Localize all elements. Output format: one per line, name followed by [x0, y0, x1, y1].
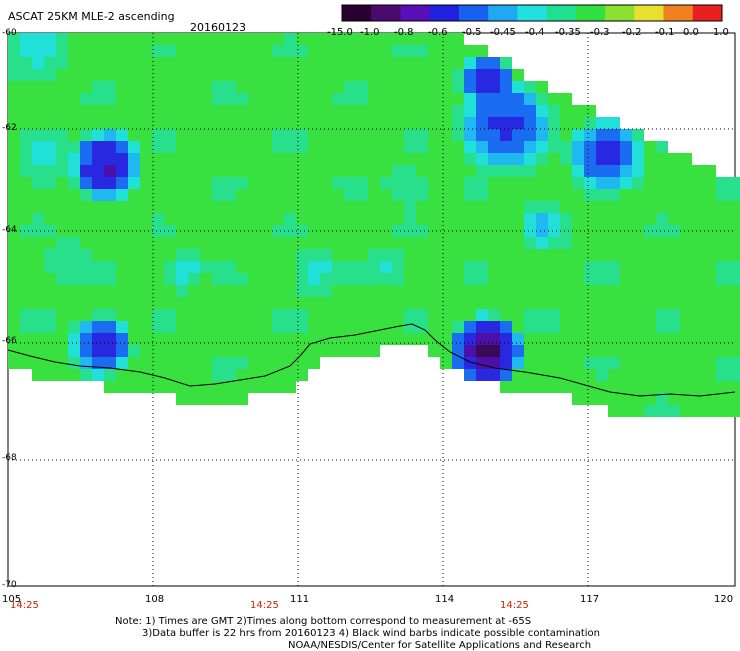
lon-label-105: 105	[2, 594, 22, 605]
colorbar-tick-7: -0.35	[555, 27, 581, 38]
colorbar-swatch	[634, 5, 664, 21]
colorbar-swatch	[605, 5, 635, 21]
coastline	[7, 323, 736, 397]
lat-label-60: -60	[2, 28, 17, 38]
colorbar-tick-10: -0.1	[655, 27, 675, 38]
colorbar-tick-6: -0.4	[525, 27, 545, 38]
lat-label-62: -62	[2, 123, 17, 133]
note-line-1: Note: 1) Times are GMT 2)Times along bot…	[115, 616, 532, 627]
colorbar-tick-4: -0.5	[462, 27, 482, 38]
lon-label-108: 108	[145, 594, 165, 605]
lon-label-114: 114	[435, 594, 455, 605]
time-label-3: 14:25	[500, 600, 529, 611]
colorbar-swatch	[458, 5, 489, 21]
colorbar-swatch	[371, 5, 401, 21]
colorbar-swatch	[488, 5, 518, 21]
lat-label-70: -70	[2, 580, 17, 590]
colorbar-tick-12: 1.0	[713, 27, 729, 38]
colorbar	[341, 4, 723, 22]
lon-label-111: 111	[290, 594, 310, 605]
colorbar-tick-5: -0.45	[490, 27, 516, 38]
colorbar-swatch	[663, 5, 694, 21]
lon-label-120: 120	[714, 594, 734, 605]
lon-label-117: 117	[580, 594, 600, 605]
note-line-3: NOAA/NESDIS/Center for Satellite Applica…	[288, 640, 592, 651]
lat-label-64: -64	[2, 225, 17, 235]
colorbar-tick-2: -0.8	[394, 27, 414, 38]
colorbar-tick-1: -1.0	[360, 27, 380, 38]
colorbar-swatch	[342, 5, 372, 21]
colorbar-border	[341, 4, 723, 22]
colorbar-swatch	[400, 5, 431, 21]
lat-label-68: -68	[2, 453, 17, 463]
colorbar-swatch	[546, 5, 577, 21]
colorbar-tick-11: 0.0	[683, 27, 699, 38]
colorbar-tick-9: -0.2	[622, 27, 642, 38]
time-label-2: 14:25	[250, 600, 279, 611]
time-label-1: 14:25	[10, 600, 39, 611]
colorbar-swatch	[517, 5, 548, 21]
colorbar-swatch	[429, 5, 460, 21]
graticule	[8, 33, 735, 586]
map-title: ASCAT 25KM MLE-2 ascending	[8, 10, 175, 23]
colorbar-tick-0: -15.0	[327, 27, 353, 38]
colorbar-swatch	[692, 5, 723, 21]
note-line-2: 3)Data buffer is 22 hrs from 20160123 4)…	[142, 628, 600, 639]
colorbar-tick-3: -0.6	[428, 27, 448, 38]
map-date: 20160123	[190, 21, 246, 34]
colorbar-tick-8: -0.3	[590, 27, 610, 38]
colorbar-swatch	[575, 5, 606, 21]
lat-label-66: -66	[2, 336, 17, 346]
